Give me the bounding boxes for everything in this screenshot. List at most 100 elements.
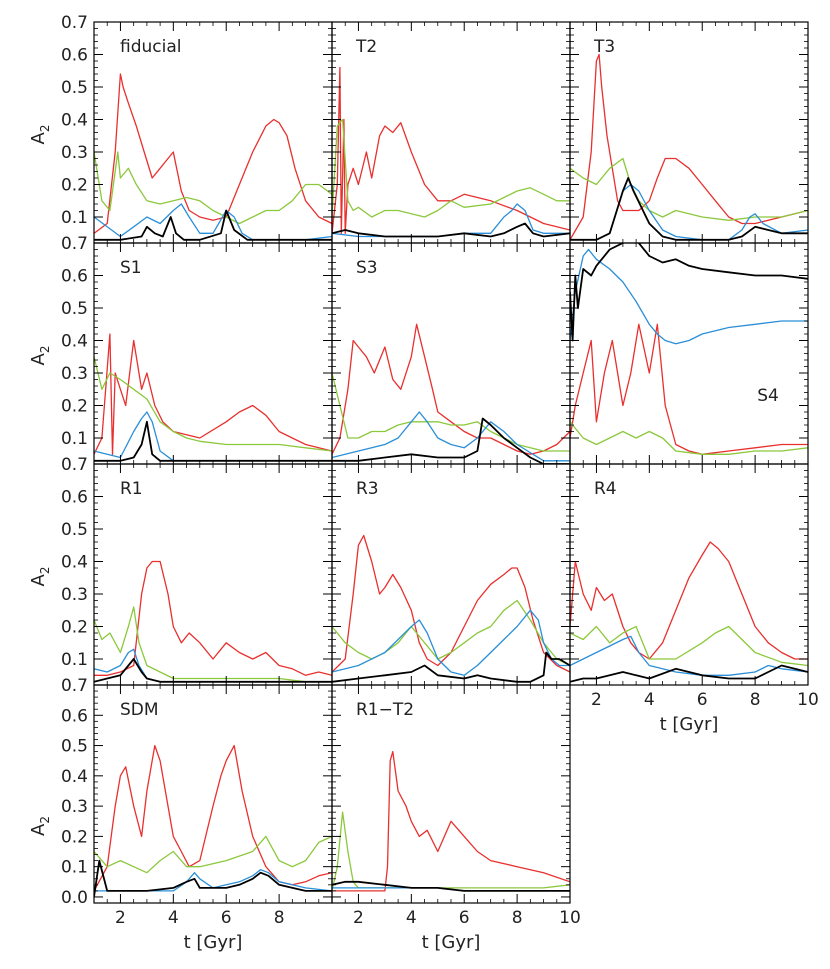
panel-label: R1	[120, 479, 143, 499]
series-line-green	[332, 118, 570, 218]
y-axis-title-main: A	[28, 574, 49, 587]
y-axis-title: A2	[28, 346, 52, 366]
series-line-red	[332, 534, 570, 673]
x-tick-label: 4	[406, 908, 417, 928]
series-line-red	[94, 333, 332, 455]
x-axis-title: t [Gyr]	[422, 932, 481, 953]
y-tick-label: 0.7	[61, 234, 88, 254]
y-axis-title-sub: 2	[38, 346, 52, 354]
y-tick-label: 0.5	[61, 520, 88, 540]
series-line-black	[94, 420, 332, 462]
series-line-green	[94, 151, 332, 225]
y-tick-label: 0.6	[61, 46, 88, 66]
panel-label: T2	[355, 37, 377, 57]
y-axis-title-main: A	[28, 823, 49, 836]
x-tick-label: 6	[459, 908, 470, 928]
series-line-red	[332, 66, 570, 234]
series-line-red	[332, 750, 570, 892]
series-line-blue	[332, 203, 570, 238]
panel-label: fiducial	[120, 37, 181, 57]
panel-r1: 0.1 0.2 0.3 0.4 0.5 0.6 0.7 A2 R1	[28, 455, 333, 686]
series-group	[94, 560, 332, 683]
series-group	[332, 66, 570, 238]
series-line-black	[332, 417, 570, 464]
panel-r3: R3	[331, 463, 571, 686]
series-line-green	[570, 625, 808, 667]
x-tick-label: 2	[353, 908, 364, 928]
x-tick-label: 10	[559, 908, 581, 928]
panel-label: R1−T2	[356, 700, 414, 720]
y-tick-label: 0.6	[61, 706, 88, 726]
series-line-red	[570, 53, 808, 241]
series-line-blue	[332, 411, 570, 462]
y-tick-label: 0.2	[61, 176, 88, 196]
series-line-black	[332, 651, 570, 683]
panel-s4: S4	[569, 242, 809, 465]
panel-r1-t2: 2 4 6 8 10 t [Gyr] R1−T2	[331, 684, 581, 953]
series-line-blue	[94, 203, 332, 241]
series-line-black	[570, 243, 808, 342]
y-tick-label: 0.1	[61, 650, 88, 670]
y-tick-label: 0.2	[61, 397, 88, 417]
panel-label: R4	[594, 479, 617, 499]
series-line-black	[94, 209, 332, 241]
y-tick-label: 0.5	[61, 299, 88, 319]
y-axis-title-main: A	[28, 132, 49, 145]
panel-label: S4	[757, 386, 779, 406]
series-group	[94, 73, 332, 241]
x-axis-title: t [Gyr]	[184, 932, 243, 953]
y-tick-label: 0.3	[61, 585, 88, 605]
series-group	[570, 53, 808, 241]
y-tick-label: 0.5	[61, 737, 88, 757]
panel-label: T3	[593, 37, 615, 57]
y-tick-label: 0.3	[61, 143, 88, 163]
panel-t3: T3	[569, 21, 809, 244]
x-tick-label: 2	[591, 690, 602, 710]
panel-fiducial: 0.1 0.2 0.3 0.4 0.5 0.6 0.7 A2 fiducial	[28, 13, 333, 244]
series-line-green	[570, 421, 808, 455]
series-line-black	[94, 658, 332, 683]
y-tick-label: 0.4	[61, 553, 88, 573]
y-axis-title: A2	[28, 816, 52, 836]
series-line-red	[94, 744, 332, 892]
y-tick-label: 0.4	[61, 767, 88, 787]
panel-s3: S3	[331, 242, 571, 465]
series-group	[332, 750, 570, 892]
panel-label: S3	[356, 258, 378, 278]
series-line-red	[570, 541, 808, 660]
series-line-blue	[94, 648, 332, 683]
series-group	[570, 541, 808, 683]
panel-label: S1	[120, 258, 142, 278]
y-axis-title-main: A	[28, 353, 49, 366]
y-tick-label: 0.7	[61, 455, 88, 475]
y-tick-label: 0.3	[61, 797, 88, 817]
series-line-blue	[570, 635, 808, 676]
y-tick-label: 0.1	[61, 429, 88, 449]
x-axis-title: t [Gyr]	[660, 714, 719, 735]
y-tick-label: 0.6	[61, 267, 88, 287]
series-line-red	[332, 323, 570, 455]
series-group	[94, 333, 332, 462]
series-line-black	[570, 664, 808, 683]
panel-r4: 2 4 6 8 10 t [Gyr] R4	[569, 463, 819, 735]
series-group	[332, 534, 570, 683]
y-axis-title: A2	[28, 567, 52, 587]
series-line-blue	[332, 609, 570, 676]
panel-s1: 0.1 0.2 0.3 0.4 0.5 0.6 0.7 A2 S1	[28, 234, 333, 465]
panel-label: R3	[356, 479, 379, 499]
x-tick-label: 6	[697, 690, 708, 710]
y-tick-label: 0.3	[61, 364, 88, 384]
series-group	[94, 744, 332, 898]
panel-t2: T2	[331, 21, 571, 244]
x-tick-label: 8	[750, 690, 761, 710]
y-tick-label: 0.1	[61, 208, 88, 228]
series-line-red	[94, 73, 332, 234]
series-line-blue	[94, 411, 332, 462]
x-tick-label: 4	[168, 908, 179, 928]
series-line-green	[332, 811, 570, 892]
x-tick-label: 4	[644, 690, 655, 710]
series-line-black	[570, 177, 808, 241]
series-line-green	[94, 835, 332, 874]
series-line-black	[332, 880, 570, 892]
